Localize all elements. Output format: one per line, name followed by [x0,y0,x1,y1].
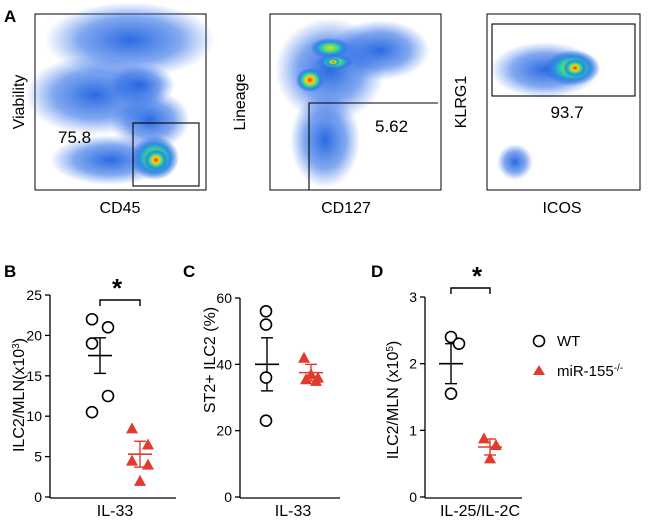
y-tick-label: 0 [224,489,232,505]
data-point-mir155 [142,438,154,450]
data-point-wt [101,389,115,403]
data-point-wt [259,371,273,384]
data-point-wt [101,321,115,334]
data-point-wt [85,337,99,350]
data-point-wt [259,414,273,428]
panel-b-chart: ILC2/MLN(x103) IL-33 * 0 5 10 15 20 25 [11,273,176,520]
panel-letter-c: C [183,262,195,281]
flow-plot-cd127: 5.62 Lineage CD127 [232,13,442,217]
panel-c-chart: ST2+ ILC2 (%) IL-33 0 20 40 60 [202,290,340,520]
y-axis-label: ILC2/MLN(x103) [11,338,29,452]
y-tick-label: 20 [216,423,232,439]
gate-box [308,102,438,190]
data-point-wt [259,304,273,318]
y-tick-label: 15 [26,368,42,384]
y-tick-label: 0 [409,489,417,505]
plot-frame [269,13,442,191]
data-point-wt [259,318,273,331]
data-point-mir155 [126,454,138,466]
gate-value: 5.62 [375,117,408,136]
data-point-mir155 [478,432,490,444]
panel-letter-d: D [371,262,383,281]
y-tick-label: 40 [216,356,232,372]
x-axis-label: CD127 [321,200,371,217]
x-axis-label: ICOS [542,200,581,217]
y-tick-label: 2 [409,356,417,372]
y-axis-label: ST2+ ILC2 (%) [202,307,219,413]
y-tick-label: 3 [409,289,417,305]
significance-star: * [112,273,123,303]
data-point-mir155 [484,452,496,464]
data-point-mir155 [305,368,317,380]
flow-plot-icos: 93.7 KLRG1 ICOS [453,13,641,217]
panel-letter-b: B [4,262,16,281]
panel-d-chart: ILC2/MLN (x105) IL-25/IL-2C * 0 1 2 3 [385,261,522,520]
gate-value: 93.7 [550,103,583,122]
y-tick-label: 60 [216,290,232,306]
data-point-mir155 [134,474,146,486]
plot-frame [486,13,641,191]
y-tick-label: 20 [26,327,42,343]
gate-box [491,23,636,97]
data-point-mir155 [126,422,138,434]
x-axis-label: IL-25/IL-2C [440,503,520,520]
significance-bracket [450,287,491,294]
gate-box [132,122,200,187]
y-tick-label: 5 [34,449,42,465]
y-axis-label: Lineage [232,73,249,130]
data-point-wt [444,330,458,344]
legend: WT miR-155-/- [532,333,623,381]
x-axis-label: CD45 [100,200,141,217]
flow-plot-cd45: 75.8 Viability CD45 [11,2,215,217]
data-point-mir155 [298,351,310,363]
data-point-wt [85,312,99,326]
y-axis-label: ILC2/MLN (x105) [385,341,403,459]
panel-letter-a: A [4,7,16,26]
y-axis-label: Viability [11,75,28,130]
y-tick-label: 1 [409,422,417,438]
data-point-wt [85,405,99,419]
data-point-mir155 [142,458,154,470]
significance-star: * [472,261,483,291]
gate-value: 75.8 [58,128,91,147]
data-point-wt [444,387,458,400]
significance-bracket [99,299,141,306]
y-tick-label: 10 [26,408,42,424]
data-point-mir155 [490,439,502,450]
x-axis-label: IL-33 [97,503,134,520]
data-point-mir155 [300,373,312,385]
legend-label-mir155: miR-155-/- [557,363,623,381]
data-point-wt [452,337,466,350]
legend-label-wt: WT [557,333,580,350]
x-axis-label: IL-33 [275,503,312,520]
y-tick-label: 0 [34,489,42,505]
legend-marker-wt [532,334,546,348]
legend-marker-mir155 [533,365,545,375]
y-axis-label: KLRG1 [453,76,470,129]
data-point-mir155 [310,374,322,386]
y-tick-label: 25 [26,287,42,303]
